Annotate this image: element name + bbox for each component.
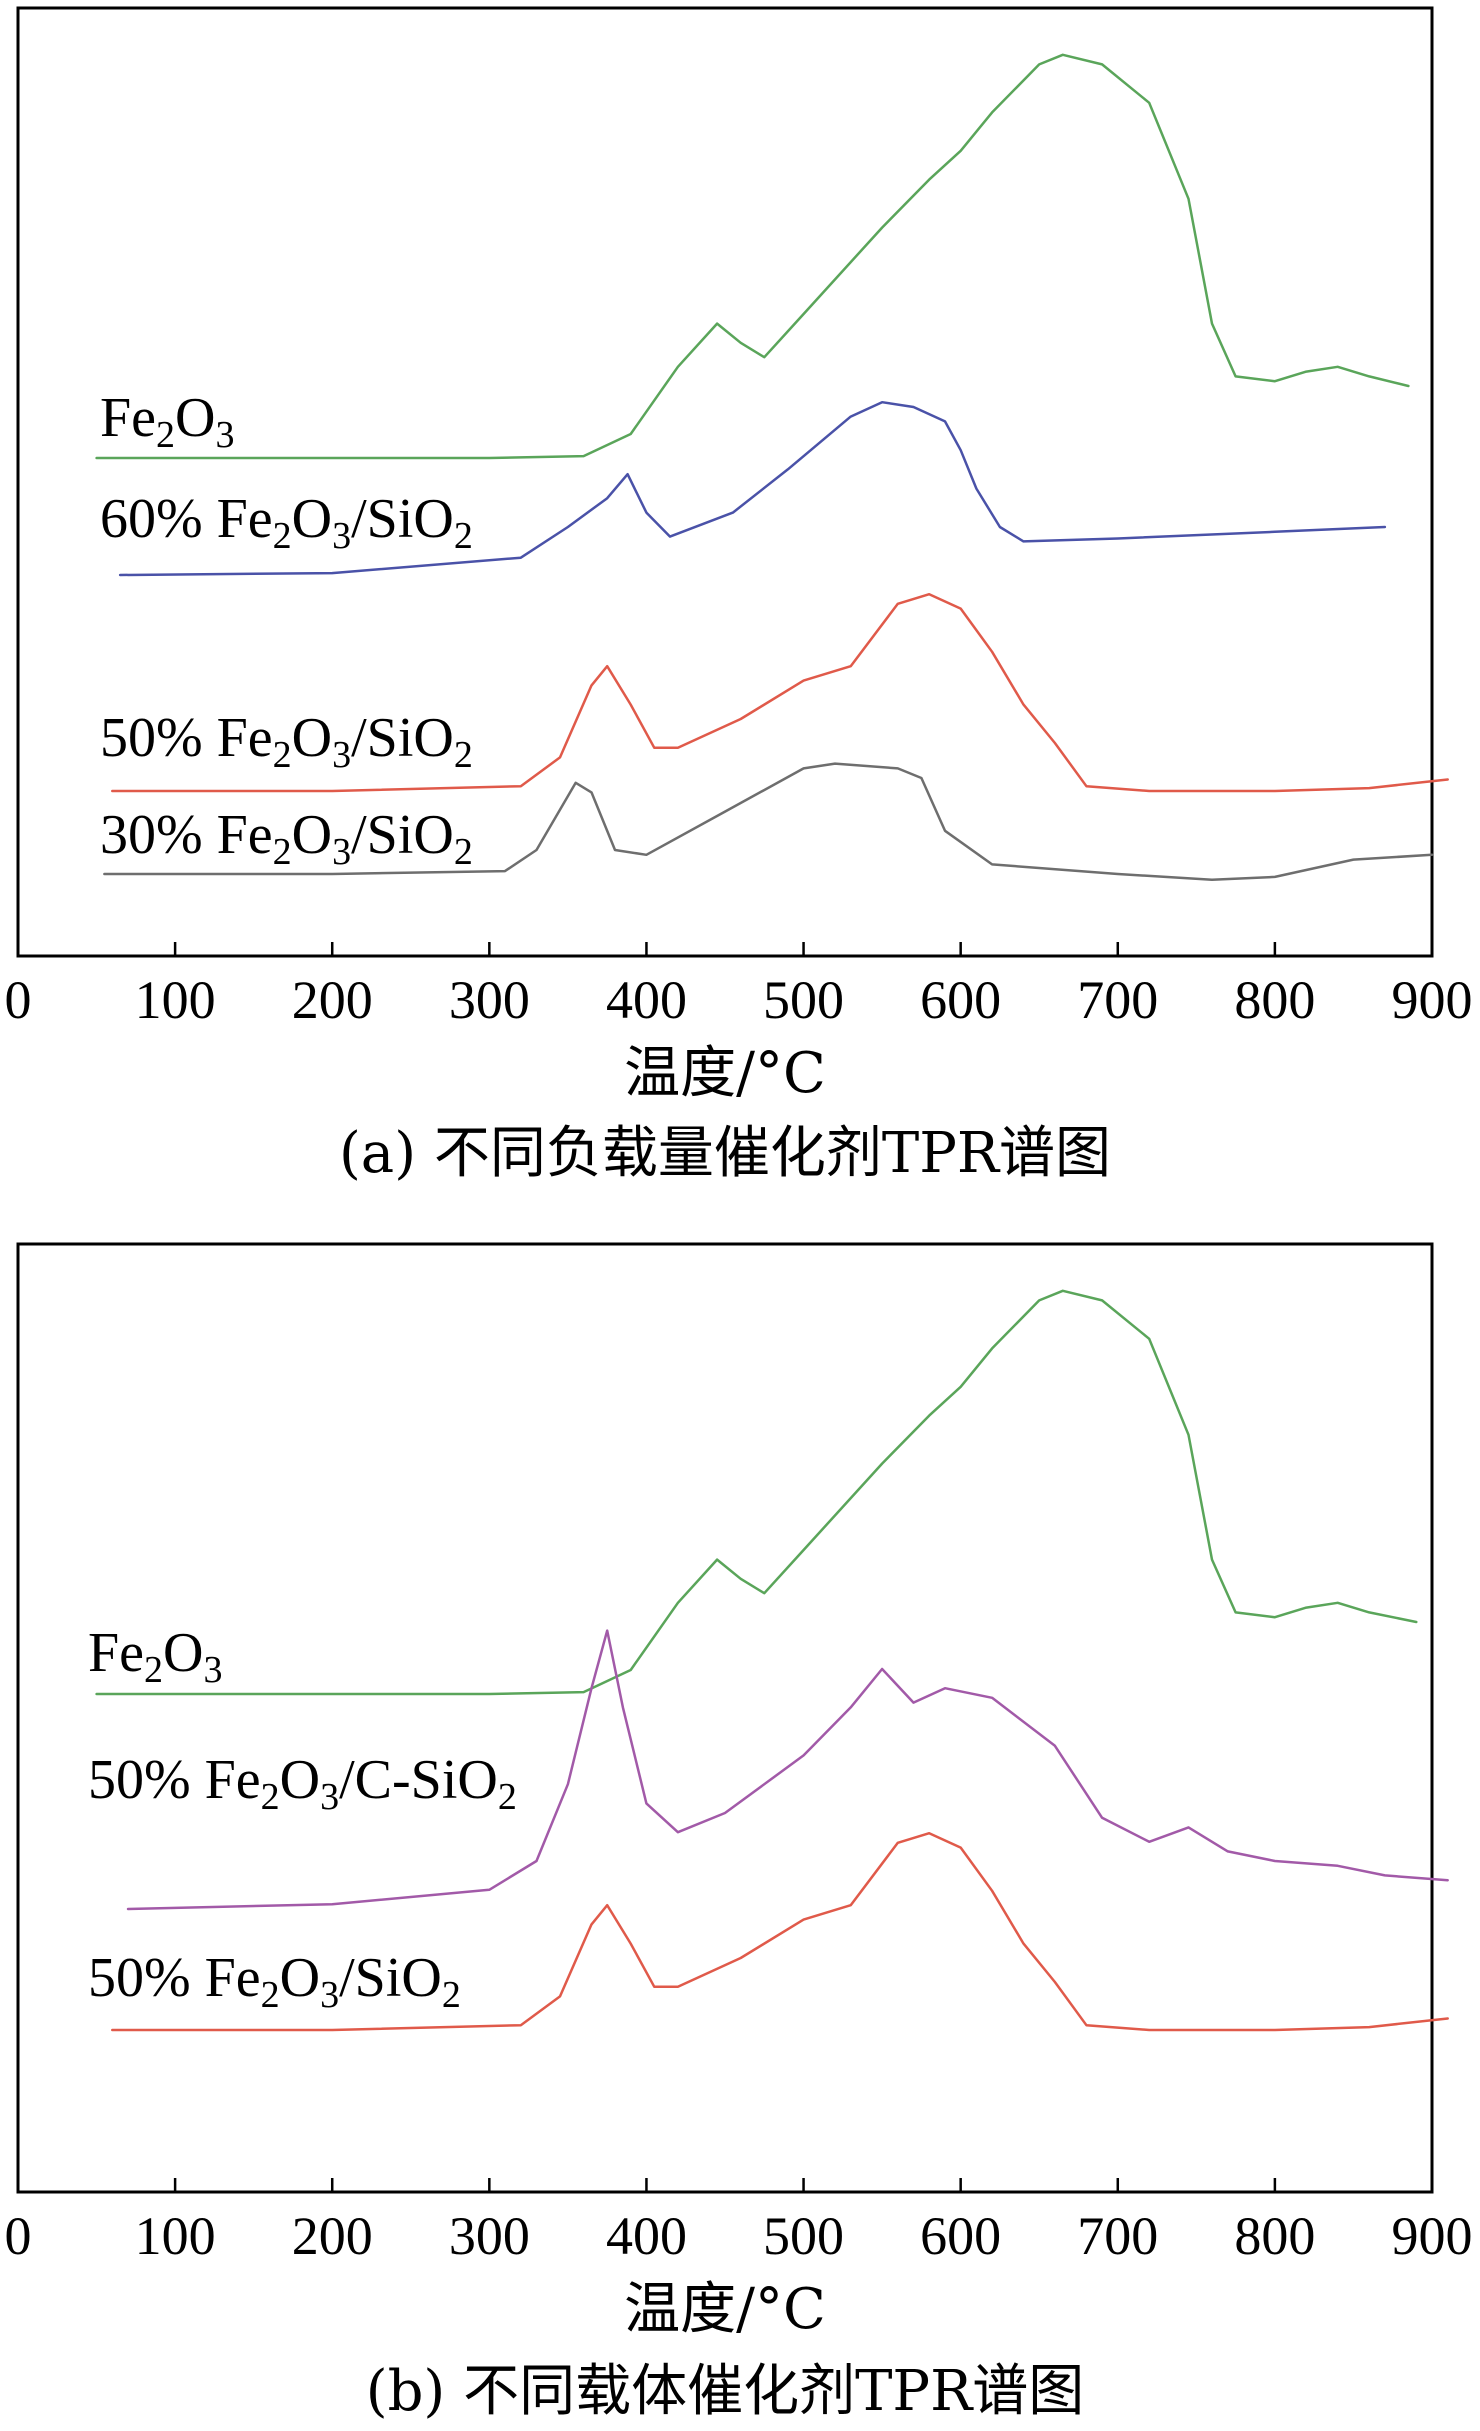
label-text: 60% Fe xyxy=(100,488,273,550)
x-tick-label: 100 xyxy=(135,970,216,1030)
label-text: 30% Fe xyxy=(100,804,273,866)
subscript: 3 xyxy=(320,1974,339,2016)
chart-panel-a: 0 100 200 300 400 500 600 700 800 900 温度/°C (a) 不同负… xyxy=(5,6,1473,1186)
subscript: 2 xyxy=(273,515,292,557)
label-text: /SiO xyxy=(351,804,454,866)
subscript: 3 xyxy=(332,831,351,873)
label-text: 50% Fe xyxy=(100,707,273,769)
plot-frame xyxy=(16,1242,1434,2194)
series-line xyxy=(118,400,1387,577)
subscript: 2 xyxy=(454,831,473,873)
subscript: 2 xyxy=(144,1649,163,1691)
plot-frame xyxy=(16,6,1434,958)
x-tick-label: 500 xyxy=(763,970,844,1030)
series-label: 30% Fe2O3/SiO2 xyxy=(100,804,473,873)
subscript: 3 xyxy=(332,515,351,557)
label-text: O xyxy=(292,804,332,866)
x-tick-label: 0 xyxy=(5,2206,32,2266)
series-line xyxy=(95,1289,1418,1696)
label-text: /C-SiO xyxy=(339,1749,498,1811)
x-tick-label: 900 xyxy=(1392,970,1473,1030)
x-tick-label: 700 xyxy=(1077,970,1158,1030)
panel-caption: (b) 不同载体催化剂TPR谱图 xyxy=(366,2359,1085,2424)
x-axis-title: 温度/°C xyxy=(624,2277,826,2342)
x-tick-label: 200 xyxy=(292,2206,373,2266)
x-tick-label: 600 xyxy=(920,970,1001,1030)
series-label: 60% Fe2O3/SiO2 xyxy=(100,488,473,557)
subscript: 2 xyxy=(442,1974,461,2016)
series-label: 50% Fe2O3/SiO2 xyxy=(88,1947,461,2016)
label-text: Fe xyxy=(100,387,156,449)
x-tick-label: 300 xyxy=(449,970,530,1030)
series-label: Fe2O3 xyxy=(88,1622,222,1691)
x-tick-label: 600 xyxy=(920,2206,1001,2266)
x-tick-label: 400 xyxy=(606,970,687,1030)
subscript: 2 xyxy=(498,1776,517,1818)
series-line xyxy=(111,1831,1449,2032)
x-tick-label: 100 xyxy=(135,2206,216,2266)
subscript: 3 xyxy=(332,734,351,776)
label-text: O xyxy=(292,707,332,769)
series-line xyxy=(111,592,1449,793)
x-tick-label: 800 xyxy=(1234,970,1315,1030)
label-text: Fe xyxy=(88,1622,144,1684)
subscript: 2 xyxy=(156,414,175,456)
label-text: /SiO xyxy=(351,707,454,769)
x-tick-label: 700 xyxy=(1077,2206,1158,2266)
x-tick-label: 300 xyxy=(449,2206,530,2266)
subscript: 2 xyxy=(261,1776,280,1818)
series-line xyxy=(126,1629,1449,1911)
subscript: 3 xyxy=(320,1776,339,1818)
subscript: 2 xyxy=(273,734,292,776)
x-tick-label: 400 xyxy=(606,2206,687,2266)
subscript: 3 xyxy=(203,1649,222,1691)
x-axis-title: 温度/°C xyxy=(624,1041,826,1106)
chart-panel-b: 0 100 200 300 400 500 600 700 800 900 温度/°C (b) 不同载… xyxy=(5,1242,1473,2424)
series-line xyxy=(95,53,1410,460)
x-tick-label: 900 xyxy=(1392,2206,1473,2266)
series-label: Fe2O3 xyxy=(100,387,234,456)
subscript: 2 xyxy=(454,734,473,776)
label-text: O xyxy=(280,1947,320,2009)
subscript: 2 xyxy=(261,1974,280,2016)
label-text: O xyxy=(175,387,215,449)
x-tick-label: 800 xyxy=(1234,2206,1315,2266)
label-text: O xyxy=(280,1749,320,1811)
panel-caption: (a) 不同负载量催化剂TPR谱图 xyxy=(339,1121,1111,1186)
x-tick-label: 0 xyxy=(5,970,32,1030)
subscript: 2 xyxy=(273,831,292,873)
series-label: 50% Fe2O3/C-SiO2 xyxy=(88,1749,517,1818)
label-text: O xyxy=(292,488,332,550)
label-text: O xyxy=(163,1622,203,1684)
label-text: /SiO xyxy=(351,488,454,550)
subscript: 2 xyxy=(454,515,473,557)
series-line xyxy=(103,762,1434,882)
series-label: 50% Fe2O3/SiO2 xyxy=(100,707,473,776)
subscript: 3 xyxy=(215,414,234,456)
label-text: 50% Fe xyxy=(88,1749,261,1811)
x-tick-label: 500 xyxy=(763,2206,844,2266)
label-text: 50% Fe xyxy=(88,1947,261,2009)
label-text: /SiO xyxy=(339,1947,442,2009)
x-tick-label: 200 xyxy=(292,970,373,1030)
